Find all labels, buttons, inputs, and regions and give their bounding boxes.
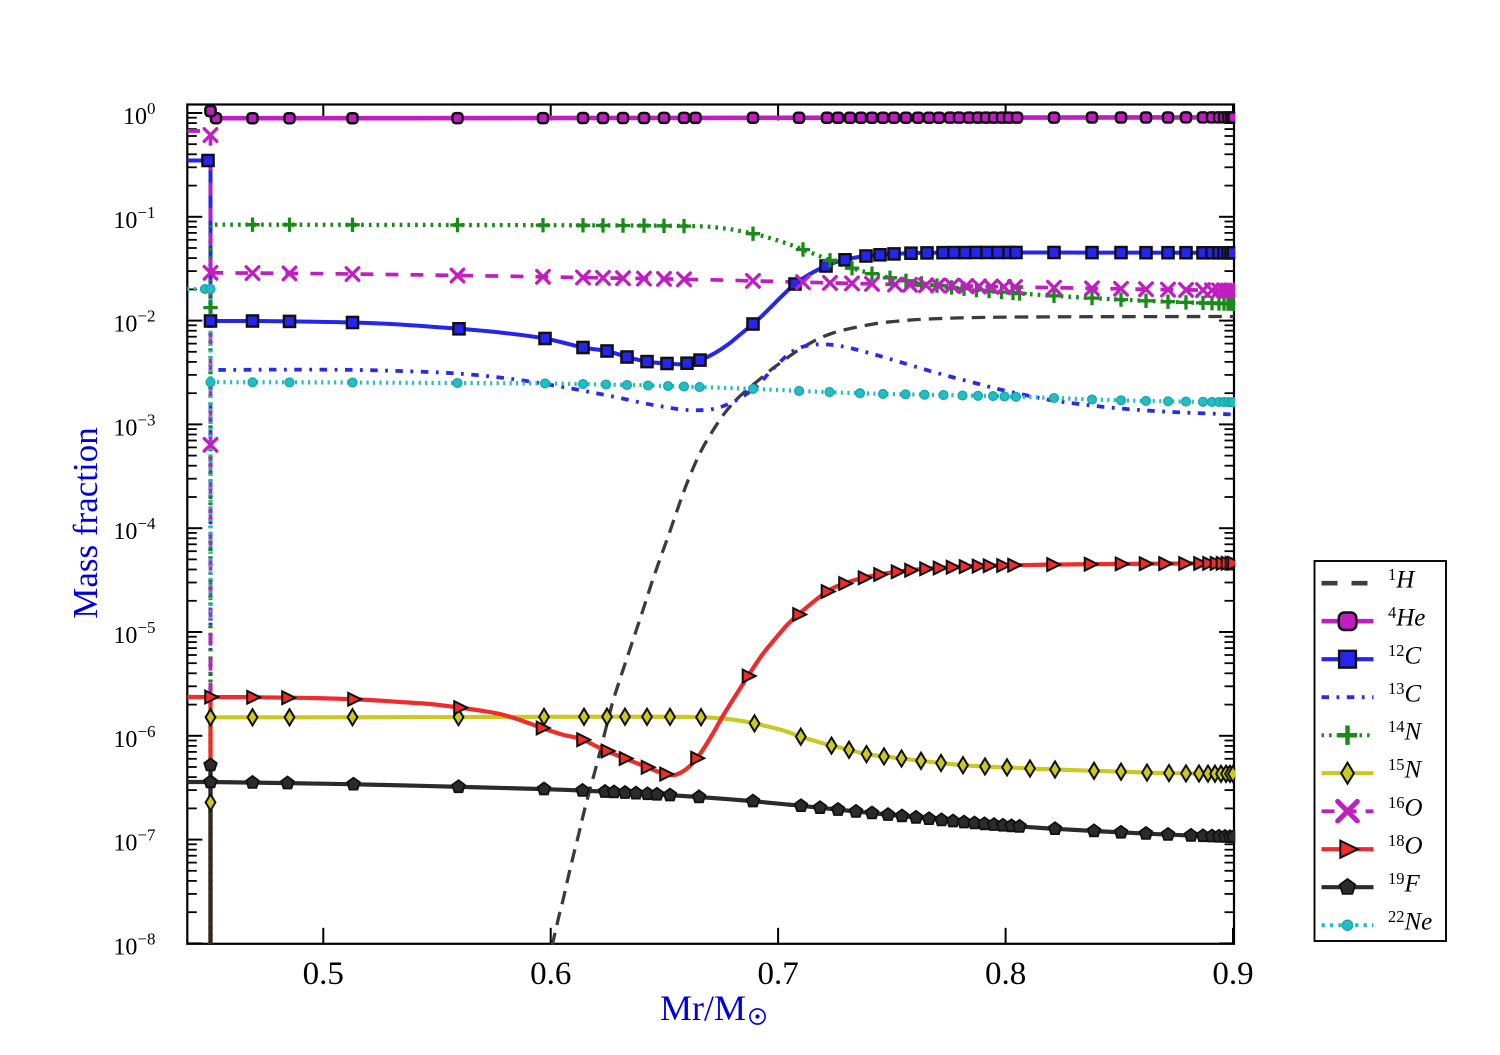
svg-text:10−8: 10−8 <box>113 929 155 960</box>
svg-text:0.9: 0.9 <box>1212 956 1253 992</box>
svg-text:13C: 13C <box>1388 679 1422 708</box>
svg-text:Mass fraction: Mass fraction <box>66 427 105 618</box>
svg-text:12C: 12C <box>1388 641 1422 670</box>
svg-text:10−7: 10−7 <box>113 826 156 857</box>
svg-text:14N: 14N <box>1388 717 1423 746</box>
svg-text:0.5: 0.5 <box>303 956 344 992</box>
svg-text:19F: 19F <box>1388 869 1421 898</box>
svg-text:Mr/M: Mr/M <box>660 988 746 1028</box>
svg-text:10−2: 10−2 <box>113 307 155 338</box>
svg-text:0.7: 0.7 <box>757 956 798 992</box>
svg-text:10−5: 10−5 <box>113 618 155 649</box>
svg-text:15N: 15N <box>1388 755 1423 784</box>
svg-text:4He: 4He <box>1388 603 1425 632</box>
svg-text:100: 100 <box>123 99 156 130</box>
svg-text:0.8: 0.8 <box>985 956 1026 992</box>
svg-text:1H: 1H <box>1388 565 1416 594</box>
svg-text:10−6: 10−6 <box>113 722 155 753</box>
svg-text:10−1: 10−1 <box>113 203 155 234</box>
svg-text:10−4: 10−4 <box>113 514 156 545</box>
svg-text:10−3: 10−3 <box>113 410 155 441</box>
svg-text:18O: 18O <box>1388 831 1423 860</box>
svg-text:16O: 16O <box>1388 793 1423 822</box>
svg-text:22Ne: 22Ne <box>1388 907 1432 936</box>
svg-text:0.6: 0.6 <box>530 956 571 992</box>
